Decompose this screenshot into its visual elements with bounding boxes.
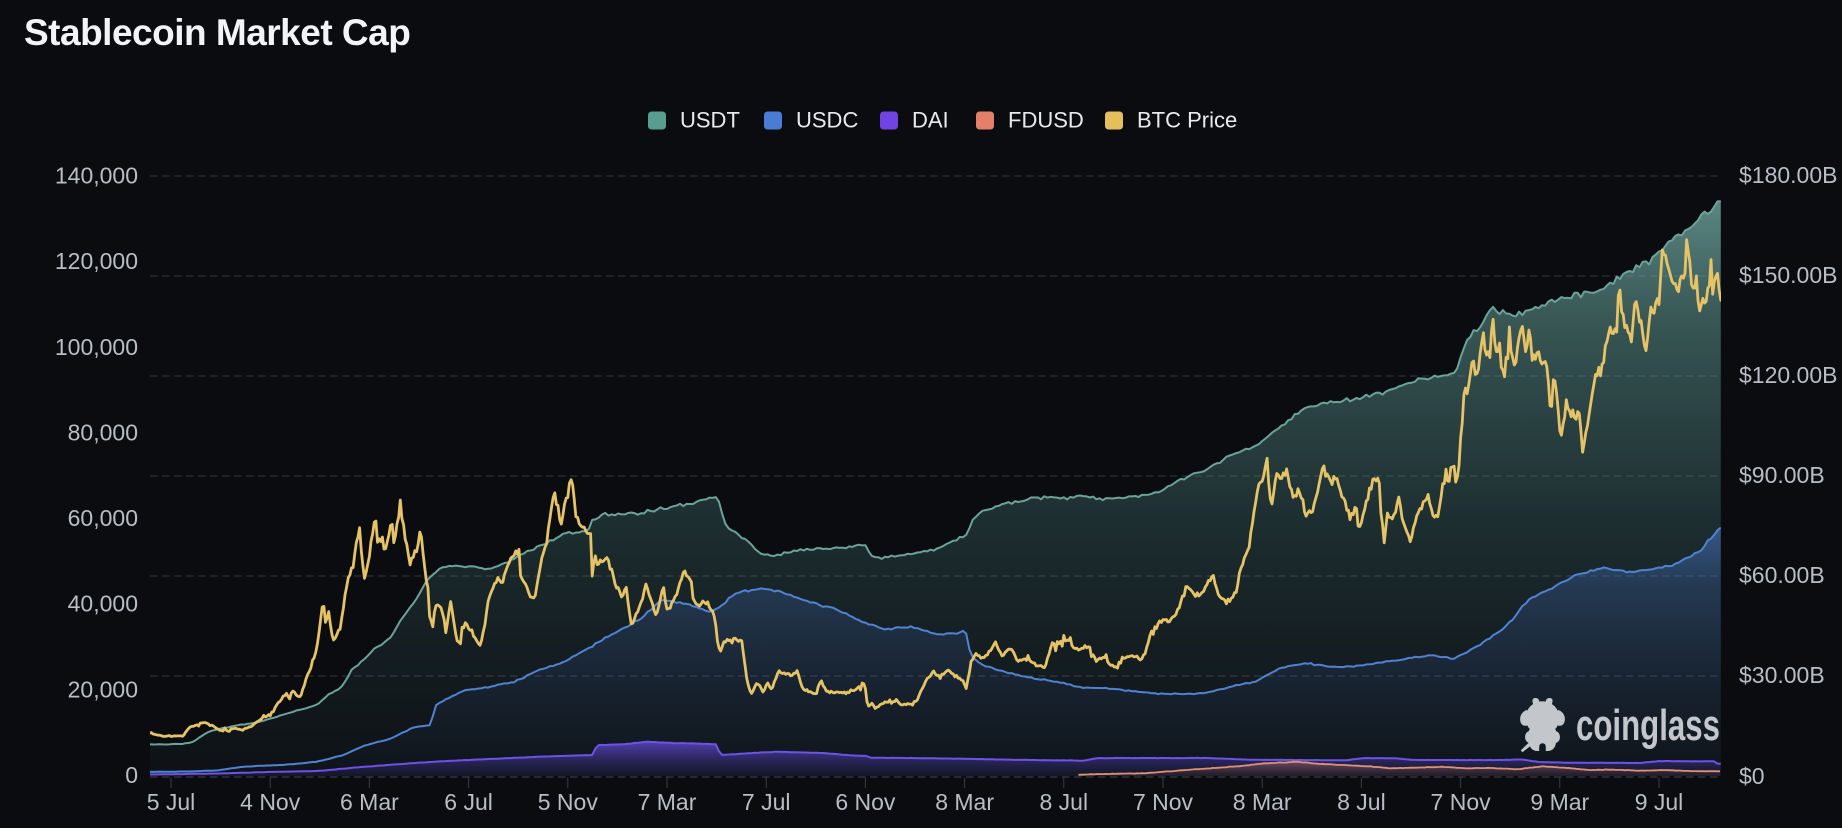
svg-text:100,000: 100,000 xyxy=(55,334,138,360)
svg-text:USDT: USDT xyxy=(680,108,740,133)
svg-text:9 Jul: 9 Jul xyxy=(1635,789,1684,815)
svg-text:80,000: 80,000 xyxy=(68,419,138,445)
svg-text:6 Jul: 6 Jul xyxy=(444,789,493,815)
svg-text:7 Nov: 7 Nov xyxy=(1133,789,1194,815)
svg-text:coinglass: coinglass xyxy=(1576,701,1720,750)
svg-text:6 Mar: 6 Mar xyxy=(340,789,399,815)
svg-text:Stablecoin Market Cap: Stablecoin Market Cap xyxy=(24,12,410,53)
svg-text:4 Nov: 4 Nov xyxy=(240,789,301,815)
svg-text:6 Nov: 6 Nov xyxy=(835,789,896,815)
svg-text:7 Jul: 7 Jul xyxy=(742,789,791,815)
svg-text:0: 0 xyxy=(125,762,138,788)
svg-text:20,000: 20,000 xyxy=(68,676,138,702)
svg-text:$30.00B: $30.00B xyxy=(1739,662,1825,688)
svg-text:$180.00B: $180.00B xyxy=(1739,162,1837,188)
svg-text:60,000: 60,000 xyxy=(68,505,138,531)
svg-text:7 Mar: 7 Mar xyxy=(638,789,697,815)
svg-text:9 Mar: 9 Mar xyxy=(1530,789,1589,815)
svg-text:$60.00B: $60.00B xyxy=(1739,562,1825,588)
svg-text:8 Jul: 8 Jul xyxy=(1040,789,1089,815)
svg-text:5 Nov: 5 Nov xyxy=(538,789,599,815)
svg-text:USDC: USDC xyxy=(796,108,858,133)
svg-text:40,000: 40,000 xyxy=(68,591,138,617)
svg-text:$120.00B: $120.00B xyxy=(1739,362,1837,388)
svg-text:$0: $0 xyxy=(1739,763,1765,789)
svg-text:120,000: 120,000 xyxy=(55,248,138,274)
svg-text:DAI: DAI xyxy=(912,108,949,133)
svg-text:FDUSD: FDUSD xyxy=(1008,108,1084,133)
svg-text:7 Nov: 7 Nov xyxy=(1431,789,1492,815)
svg-text:BTC Price: BTC Price xyxy=(1137,108,1237,133)
svg-text:$150.00B: $150.00B xyxy=(1739,262,1837,288)
svg-text:$90.00B: $90.00B xyxy=(1739,462,1825,488)
svg-text:8 Mar: 8 Mar xyxy=(935,789,994,815)
svg-text:8 Mar: 8 Mar xyxy=(1233,789,1292,815)
svg-text:8 Jul: 8 Jul xyxy=(1337,789,1386,815)
svg-text:140,000: 140,000 xyxy=(55,163,138,189)
svg-text:5 Jul: 5 Jul xyxy=(147,789,196,815)
